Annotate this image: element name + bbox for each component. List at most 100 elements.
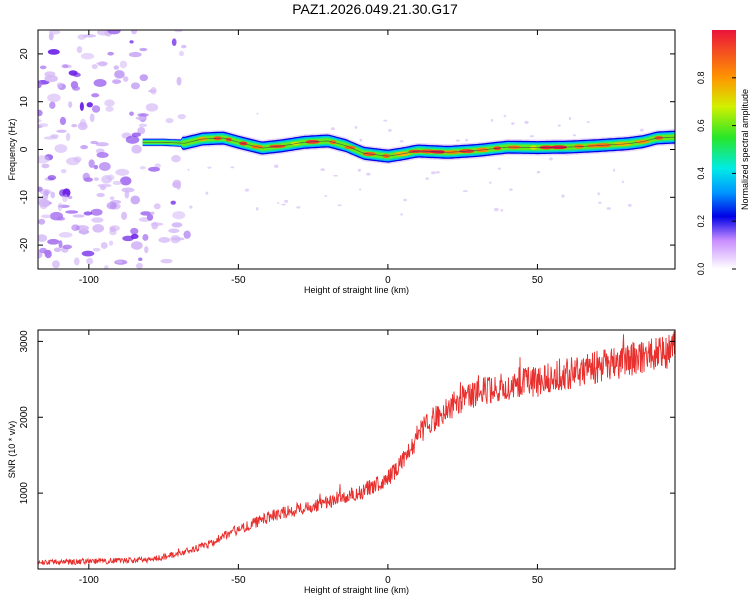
noise-blob xyxy=(150,211,155,215)
noise-blob xyxy=(38,80,42,89)
noise-blob xyxy=(129,40,134,44)
noise-blob xyxy=(139,47,148,52)
noise-blob xyxy=(86,102,93,108)
noise-speck xyxy=(333,174,338,177)
noise-blob xyxy=(47,238,60,245)
noise-blob xyxy=(112,180,122,185)
noise-blob xyxy=(39,188,52,195)
spectrogram-ytick-label: -20 xyxy=(19,237,30,252)
noise-blob xyxy=(41,214,52,219)
noise-blob xyxy=(72,214,85,218)
snr-ytick-label: 2000 xyxy=(19,406,30,429)
noise-blob xyxy=(130,195,141,205)
noise-blob xyxy=(73,156,82,163)
noise-blob xyxy=(92,224,105,233)
colorbar xyxy=(712,30,736,269)
noise-blob xyxy=(68,101,73,108)
noise-blob xyxy=(160,258,173,264)
noise-blob xyxy=(38,109,43,117)
noise-blob xyxy=(38,155,50,164)
noise-blob xyxy=(170,235,181,244)
noise-blob xyxy=(93,78,107,87)
noise-blob xyxy=(130,241,143,250)
snr-xtick-label: -50 xyxy=(231,575,246,586)
noise-blob xyxy=(170,200,176,205)
noise-blob xyxy=(53,247,62,252)
spectrogram-xtick-label: 0 xyxy=(385,275,391,286)
noise-speck xyxy=(256,112,259,115)
noise-speck xyxy=(524,120,529,124)
noise-speck xyxy=(489,181,492,184)
noise-blob xyxy=(135,116,147,121)
noise-blob xyxy=(146,213,154,221)
noise-blob xyxy=(165,117,174,124)
noise-blob xyxy=(68,70,78,76)
noise-blob xyxy=(105,106,114,112)
noise-speck xyxy=(281,203,286,206)
colorbar-label: Normalized spectral amplitude xyxy=(740,89,750,210)
noise-speck xyxy=(493,207,499,212)
snr-plot-frame xyxy=(37,329,676,570)
noise-blob xyxy=(107,30,121,35)
snr-xtick-label: -100 xyxy=(79,575,99,586)
noise-blob xyxy=(38,199,51,208)
noise-speck xyxy=(189,205,193,209)
noise-blob xyxy=(130,82,141,90)
snr-plot-area xyxy=(38,331,675,566)
noise-blob xyxy=(41,163,50,169)
noise-speck xyxy=(536,170,541,174)
noise-blob xyxy=(115,259,123,264)
noise-blob xyxy=(47,175,57,181)
noise-speck xyxy=(511,122,515,125)
noise-blob xyxy=(71,224,80,231)
noise-blob xyxy=(131,30,138,35)
noise-blob xyxy=(100,242,108,249)
snr-xtick-label: 0 xyxy=(385,575,391,586)
noise-speck xyxy=(388,128,392,132)
spectrogram-xtick-label: -100 xyxy=(79,275,99,286)
colorbar-tick-label: 0.4 xyxy=(696,167,706,180)
noise-blob xyxy=(151,221,159,230)
ridge-band-1 xyxy=(142,130,675,163)
noise-speck xyxy=(621,180,624,184)
noise-blob xyxy=(114,70,125,79)
snr-xtick-label: 50 xyxy=(532,575,544,586)
noise-blob xyxy=(121,211,128,220)
noise-blob xyxy=(54,144,68,153)
snr-ytick-label: 3000 xyxy=(19,330,30,353)
noise-blob xyxy=(129,111,134,116)
noise-blob xyxy=(67,195,73,199)
spectrogram-ytick-label: -10 xyxy=(19,190,30,205)
noise-speck xyxy=(230,166,235,169)
noise-speck xyxy=(462,190,468,192)
noise-blob xyxy=(104,99,115,107)
noise-blob xyxy=(38,218,46,225)
noise-blob xyxy=(174,30,183,33)
noise-blob xyxy=(177,113,186,120)
noise-blob xyxy=(58,189,66,197)
noise-blob xyxy=(137,126,146,135)
noise-blob xyxy=(90,208,103,216)
noise-blob xyxy=(135,262,143,269)
noise-blob xyxy=(59,116,67,126)
noise-speck xyxy=(187,168,190,171)
noise-speck xyxy=(500,209,504,212)
noise-blob xyxy=(131,144,142,154)
noise-blob xyxy=(65,132,71,142)
noise-speck xyxy=(205,191,209,195)
noise-blob xyxy=(145,103,159,112)
noise-blob xyxy=(138,123,148,128)
noise-blob xyxy=(122,76,129,82)
noise-blob xyxy=(154,163,161,169)
noise-blob xyxy=(79,102,84,111)
noise-blob xyxy=(107,51,114,56)
noise-speck xyxy=(497,167,501,170)
noise-speck xyxy=(606,207,611,210)
noise-blob xyxy=(62,244,72,250)
noise-blob xyxy=(47,93,61,103)
noise-blob xyxy=(119,60,128,69)
chart-title: PAZ1.2026.049.21.30.G17 xyxy=(292,1,458,17)
noise-speck xyxy=(586,121,590,124)
noise-speck xyxy=(612,168,616,172)
